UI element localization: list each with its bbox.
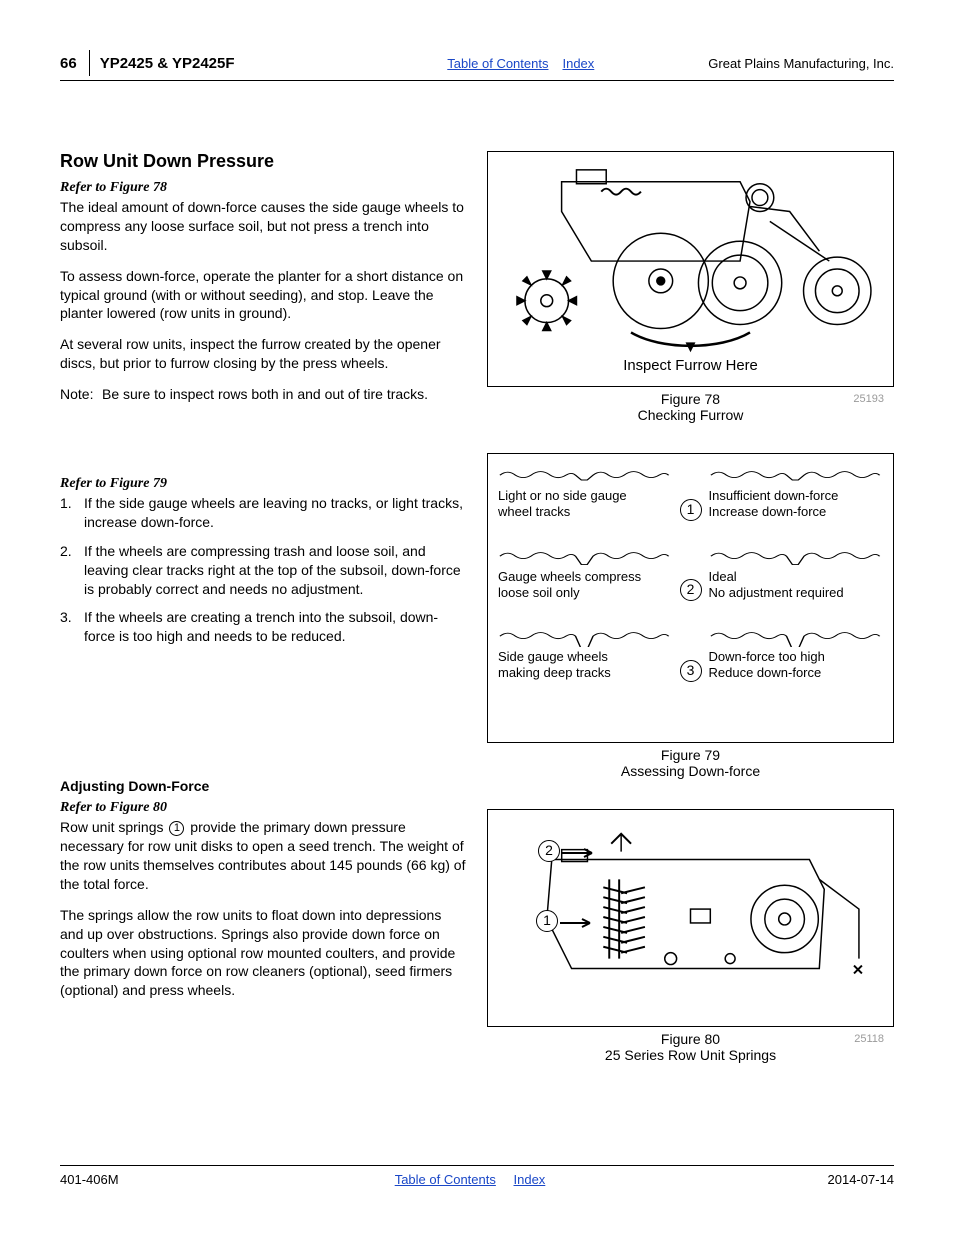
inspect-furrow-label: Inspect Furrow Here xyxy=(623,358,758,374)
page-footer: 401-406M Table of Contents Index 2014-07… xyxy=(60,1165,894,1187)
callout-2: 2 xyxy=(538,840,560,862)
model-label: YP2425 & YP2425F xyxy=(100,55,448,72)
footer-date: 2014-07-14 xyxy=(559,1172,894,1187)
refer-fig-78: Refer to Figure 78 xyxy=(60,180,467,196)
list-item: 1.If the side gauge wheels are leaving n… xyxy=(60,494,467,532)
footer-toc-link[interactable]: Table of Contents xyxy=(395,1172,496,1187)
df-left: Light or no side gauge wheel tracks xyxy=(498,468,673,521)
company-label: Great Plains Manufacturing, Inc. xyxy=(608,56,894,71)
content-area: Row Unit Down Pressure Refer to Figure 7… xyxy=(60,151,894,1063)
paragraph-5: The springs allow the row units to float… xyxy=(60,906,467,1000)
note-label: Note: xyxy=(60,385,102,404)
refer-fig-80: Refer to Figure 80 xyxy=(60,800,467,816)
figure-78-code: 25193 xyxy=(853,393,884,405)
section-title: Row Unit Down Pressure xyxy=(60,151,467,172)
page-header: 66 YP2425 & YP2425F Table of Contents In… xyxy=(60,50,894,81)
list-item: 2.If the wheels are compressing trash an… xyxy=(60,542,467,599)
df-number: 3 xyxy=(679,642,703,682)
df-right: Down-force too high Reduce down-force xyxy=(709,629,884,682)
footer-index-link[interactable]: Index xyxy=(514,1172,546,1187)
refer-fig-79: Refer to Figure 79 xyxy=(60,476,467,492)
paragraph-2: To assess down-force, operate the plante… xyxy=(60,267,467,324)
figure-78-caption: Figure 78 Checking Furrow xyxy=(487,391,894,423)
paragraph-1: The ideal amount of down-force causes th… xyxy=(60,198,467,255)
down-force-row: Gauge wheels compress loose soil only 2 … xyxy=(498,549,883,602)
left-column: Row Unit Down Pressure Refer to Figure 7… xyxy=(60,151,467,1063)
df-left: Side gauge wheels making deep tracks xyxy=(498,629,673,682)
numbered-list: 1.If the side gauge wheels are leaving n… xyxy=(60,494,467,646)
page-number: 66 xyxy=(60,55,87,72)
df-number: 2 xyxy=(679,561,703,601)
arrow-icon xyxy=(560,918,600,928)
df-number: 1 xyxy=(679,481,703,521)
df-left: Gauge wheels compress loose soil only xyxy=(498,549,673,602)
figure-78-box: Inspect Furrow Here xyxy=(487,151,894,387)
figure-80-box: 2 1 xyxy=(487,809,894,1027)
doc-number: 401-406M xyxy=(60,1172,395,1187)
note-text: Be sure to inspect rows both in and out … xyxy=(102,385,428,404)
list-item: 3.If the wheels are creating a trench in… xyxy=(60,608,467,646)
figure-79-caption: Figure 79 Assessing Down-force xyxy=(487,747,894,779)
df-right: Insufficient down-force Increase down-fo… xyxy=(709,468,884,521)
adjust-title: Adjusting Down-Force xyxy=(60,778,467,794)
df-right: Ideal No adjustment required xyxy=(709,549,884,602)
header-divider xyxy=(89,50,90,76)
down-force-row: Side gauge wheels making deep tracks 3 D… xyxy=(498,629,883,682)
note-row: Note: Be sure to inspect rows both in an… xyxy=(60,385,467,404)
toc-link[interactable]: Table of Contents xyxy=(447,56,548,71)
index-link[interactable]: Index xyxy=(562,56,594,71)
figure-79-box: Light or no side gauge wheel tracks 1 In… xyxy=(487,453,894,743)
callout-1: 1 xyxy=(536,910,558,932)
down-force-row: Light or no side gauge wheel tracks 1 In… xyxy=(498,468,883,521)
right-column: Inspect Furrow Here Figure 78 Checking F… xyxy=(487,151,894,1063)
row-unit-diagram-icon: Inspect Furrow Here xyxy=(488,152,893,386)
paragraph-3: At several row units, inspect the furrow… xyxy=(60,335,467,373)
figure-80-caption: Figure 80 25 Series Row Unit Springs xyxy=(487,1031,894,1063)
callout-1-inline: 1 xyxy=(169,821,184,836)
figure-80-code: 25118 xyxy=(854,1033,884,1045)
arrow-icon xyxy=(562,848,602,858)
paragraph-4: Row unit springs 1 provide the primary d… xyxy=(60,818,467,894)
figure-78-caption-wrap: Figure 78 Checking Furrow 25193 xyxy=(487,391,894,423)
figure-80-caption-wrap: Figure 80 25 Series Row Unit Springs 251… xyxy=(487,1031,894,1063)
